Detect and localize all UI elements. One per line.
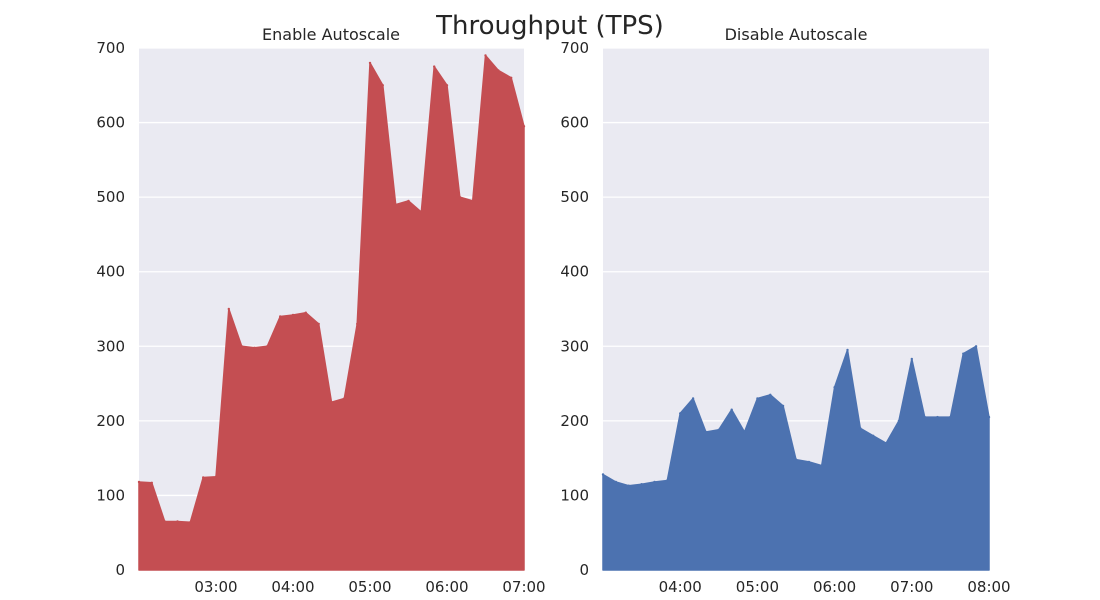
data-point-enable-autoscale-2 bbox=[163, 520, 166, 523]
x-tick-label-1: 05:00 bbox=[736, 578, 779, 596]
data-point-disable-autoscale-19 bbox=[846, 348, 849, 352]
y-tick-label-7: 700 bbox=[560, 39, 589, 57]
data-point-enable-autoscale-7 bbox=[227, 307, 230, 311]
x-tick-label-0: 04:00 bbox=[659, 578, 702, 596]
y-tick-label-4: 400 bbox=[96, 263, 125, 281]
data-point-disable-autoscale-2 bbox=[627, 484, 630, 487]
data-point-disable-autoscale-6 bbox=[679, 412, 682, 415]
data-point-disable-autoscale-8 bbox=[704, 430, 708, 434]
y-tick-label-0: 0 bbox=[115, 561, 125, 579]
data-point-disable-autoscale-26 bbox=[936, 415, 939, 419]
data-point-enable-autoscale-24 bbox=[445, 84, 449, 87]
y-tick-label-3: 300 bbox=[560, 337, 589, 355]
data-point-enable-autoscale-4 bbox=[189, 521, 192, 524]
data-point-enable-autoscale-10 bbox=[266, 345, 269, 348]
y-tick-label-0: 0 bbox=[579, 561, 589, 579]
data-point-disable-autoscale-7 bbox=[691, 397, 695, 400]
x-tick-label-0: 03:00 bbox=[194, 578, 237, 596]
y-tick-label-4: 400 bbox=[560, 263, 589, 281]
y-tick-label-1: 100 bbox=[96, 486, 125, 504]
x-tick-label-4: 08:00 bbox=[967, 578, 1010, 596]
data-point-disable-autoscale-18 bbox=[833, 386, 836, 389]
data-point-disable-autoscale-11 bbox=[743, 430, 746, 434]
data-point-enable-autoscale-22 bbox=[420, 210, 423, 214]
panel-title-disable-autoscale: Disable Autoscale bbox=[725, 25, 868, 44]
data-point-enable-autoscale-27 bbox=[484, 54, 487, 57]
data-point-enable-autoscale-1 bbox=[150, 481, 153, 484]
data-point-enable-autoscale-9 bbox=[253, 346, 256, 349]
data-point-enable-autoscale-13 bbox=[304, 311, 307, 314]
data-point-enable-autoscale-23 bbox=[433, 65, 436, 68]
data-point-disable-autoscale-0 bbox=[601, 473, 605, 476]
data-point-disable-autoscale-5 bbox=[666, 479, 669, 482]
figure-title: Throughput (TPS) bbox=[435, 11, 664, 41]
data-point-enable-autoscale-5 bbox=[202, 476, 205, 479]
y-tick-label-2: 200 bbox=[560, 412, 589, 430]
data-point-disable-autoscale-3 bbox=[640, 483, 643, 486]
data-point-enable-autoscale-17 bbox=[356, 322, 359, 326]
data-point-enable-autoscale-30 bbox=[522, 125, 526, 128]
data-point-disable-autoscale-1 bbox=[614, 480, 618, 484]
data-point-disable-autoscale-17 bbox=[820, 464, 823, 467]
data-point-enable-autoscale-20 bbox=[394, 203, 397, 206]
data-point-disable-autoscale-10 bbox=[730, 408, 733, 411]
data-point-disable-autoscale-20 bbox=[859, 427, 862, 430]
data-point-enable-autoscale-14 bbox=[317, 322, 320, 326]
x-tick-label-4: 07:00 bbox=[502, 578, 545, 596]
y-tick-label-6: 600 bbox=[560, 114, 589, 132]
x-tick-label-2: 05:00 bbox=[348, 578, 391, 596]
data-point-disable-autoscale-27 bbox=[949, 415, 952, 419]
data-point-disable-autoscale-30 bbox=[987, 415, 991, 419]
y-tick-label-2: 200 bbox=[96, 412, 125, 430]
data-point-disable-autoscale-23 bbox=[897, 419, 901, 423]
data-point-enable-autoscale-11 bbox=[279, 315, 282, 318]
data-point-enable-autoscale-3 bbox=[176, 520, 179, 523]
data-point-enable-autoscale-15 bbox=[330, 401, 333, 404]
data-point-enable-autoscale-18 bbox=[368, 61, 372, 65]
data-point-enable-autoscale-19 bbox=[381, 84, 384, 87]
data-point-enable-autoscale-8 bbox=[240, 345, 243, 348]
series-area-disable-autoscale bbox=[602, 345, 990, 571]
data-point-enable-autoscale-16 bbox=[343, 397, 346, 400]
data-point-enable-autoscale-25 bbox=[458, 195, 461, 199]
y-tick-label-3: 300 bbox=[96, 337, 125, 355]
x-tick-label-3: 06:00 bbox=[425, 578, 468, 596]
x-tick-label-3: 07:00 bbox=[890, 578, 933, 596]
data-point-disable-autoscale-24 bbox=[910, 357, 913, 361]
panel-title-enable-autoscale: Enable Autoscale bbox=[262, 25, 400, 44]
y-tick-label-5: 500 bbox=[560, 188, 589, 206]
y-tick-label-6: 600 bbox=[96, 114, 125, 132]
data-point-enable-autoscale-6 bbox=[214, 475, 218, 478]
data-point-disable-autoscale-25 bbox=[923, 415, 926, 419]
panel-disable-autoscale: Disable Autoscale 0 100 200 300 400 500 600 700… bbox=[560, 25, 1010, 596]
y-tick-label-7: 700 bbox=[96, 39, 125, 57]
data-point-disable-autoscale-12 bbox=[756, 397, 759, 400]
data-point-enable-autoscale-26 bbox=[471, 199, 474, 203]
x-tick-label-2: 06:00 bbox=[813, 578, 856, 596]
data-point-disable-autoscale-29 bbox=[974, 345, 978, 348]
series-area-enable-autoscale bbox=[138, 54, 525, 571]
data-point-disable-autoscale-14 bbox=[781, 404, 785, 408]
data-point-disable-autoscale-4 bbox=[653, 480, 656, 484]
data-point-enable-autoscale-0 bbox=[137, 480, 141, 484]
data-point-enable-autoscale-21 bbox=[407, 199, 410, 203]
data-point-disable-autoscale-13 bbox=[769, 393, 772, 396]
data-point-disable-autoscale-22 bbox=[884, 442, 888, 445]
panel-enable-autoscale: Enable Autoscale 0 100 200 300 400 500 600 700 0… bbox=[96, 25, 545, 596]
data-point-disable-autoscale-15 bbox=[794, 458, 798, 461]
y-tick-label-5: 500 bbox=[96, 188, 125, 206]
data-point-disable-autoscale-16 bbox=[807, 460, 811, 464]
data-point-disable-autoscale-21 bbox=[872, 434, 875, 437]
data-point-enable-autoscale-28 bbox=[497, 69, 500, 72]
data-point-disable-autoscale-9 bbox=[717, 428, 720, 431]
data-point-disable-autoscale-28 bbox=[962, 352, 965, 355]
data-point-enable-autoscale-12 bbox=[291, 313, 295, 317]
x-tick-label-1: 04:00 bbox=[271, 578, 314, 596]
data-point-enable-autoscale-29 bbox=[510, 76, 513, 80]
y-tick-label-1: 100 bbox=[560, 486, 589, 504]
